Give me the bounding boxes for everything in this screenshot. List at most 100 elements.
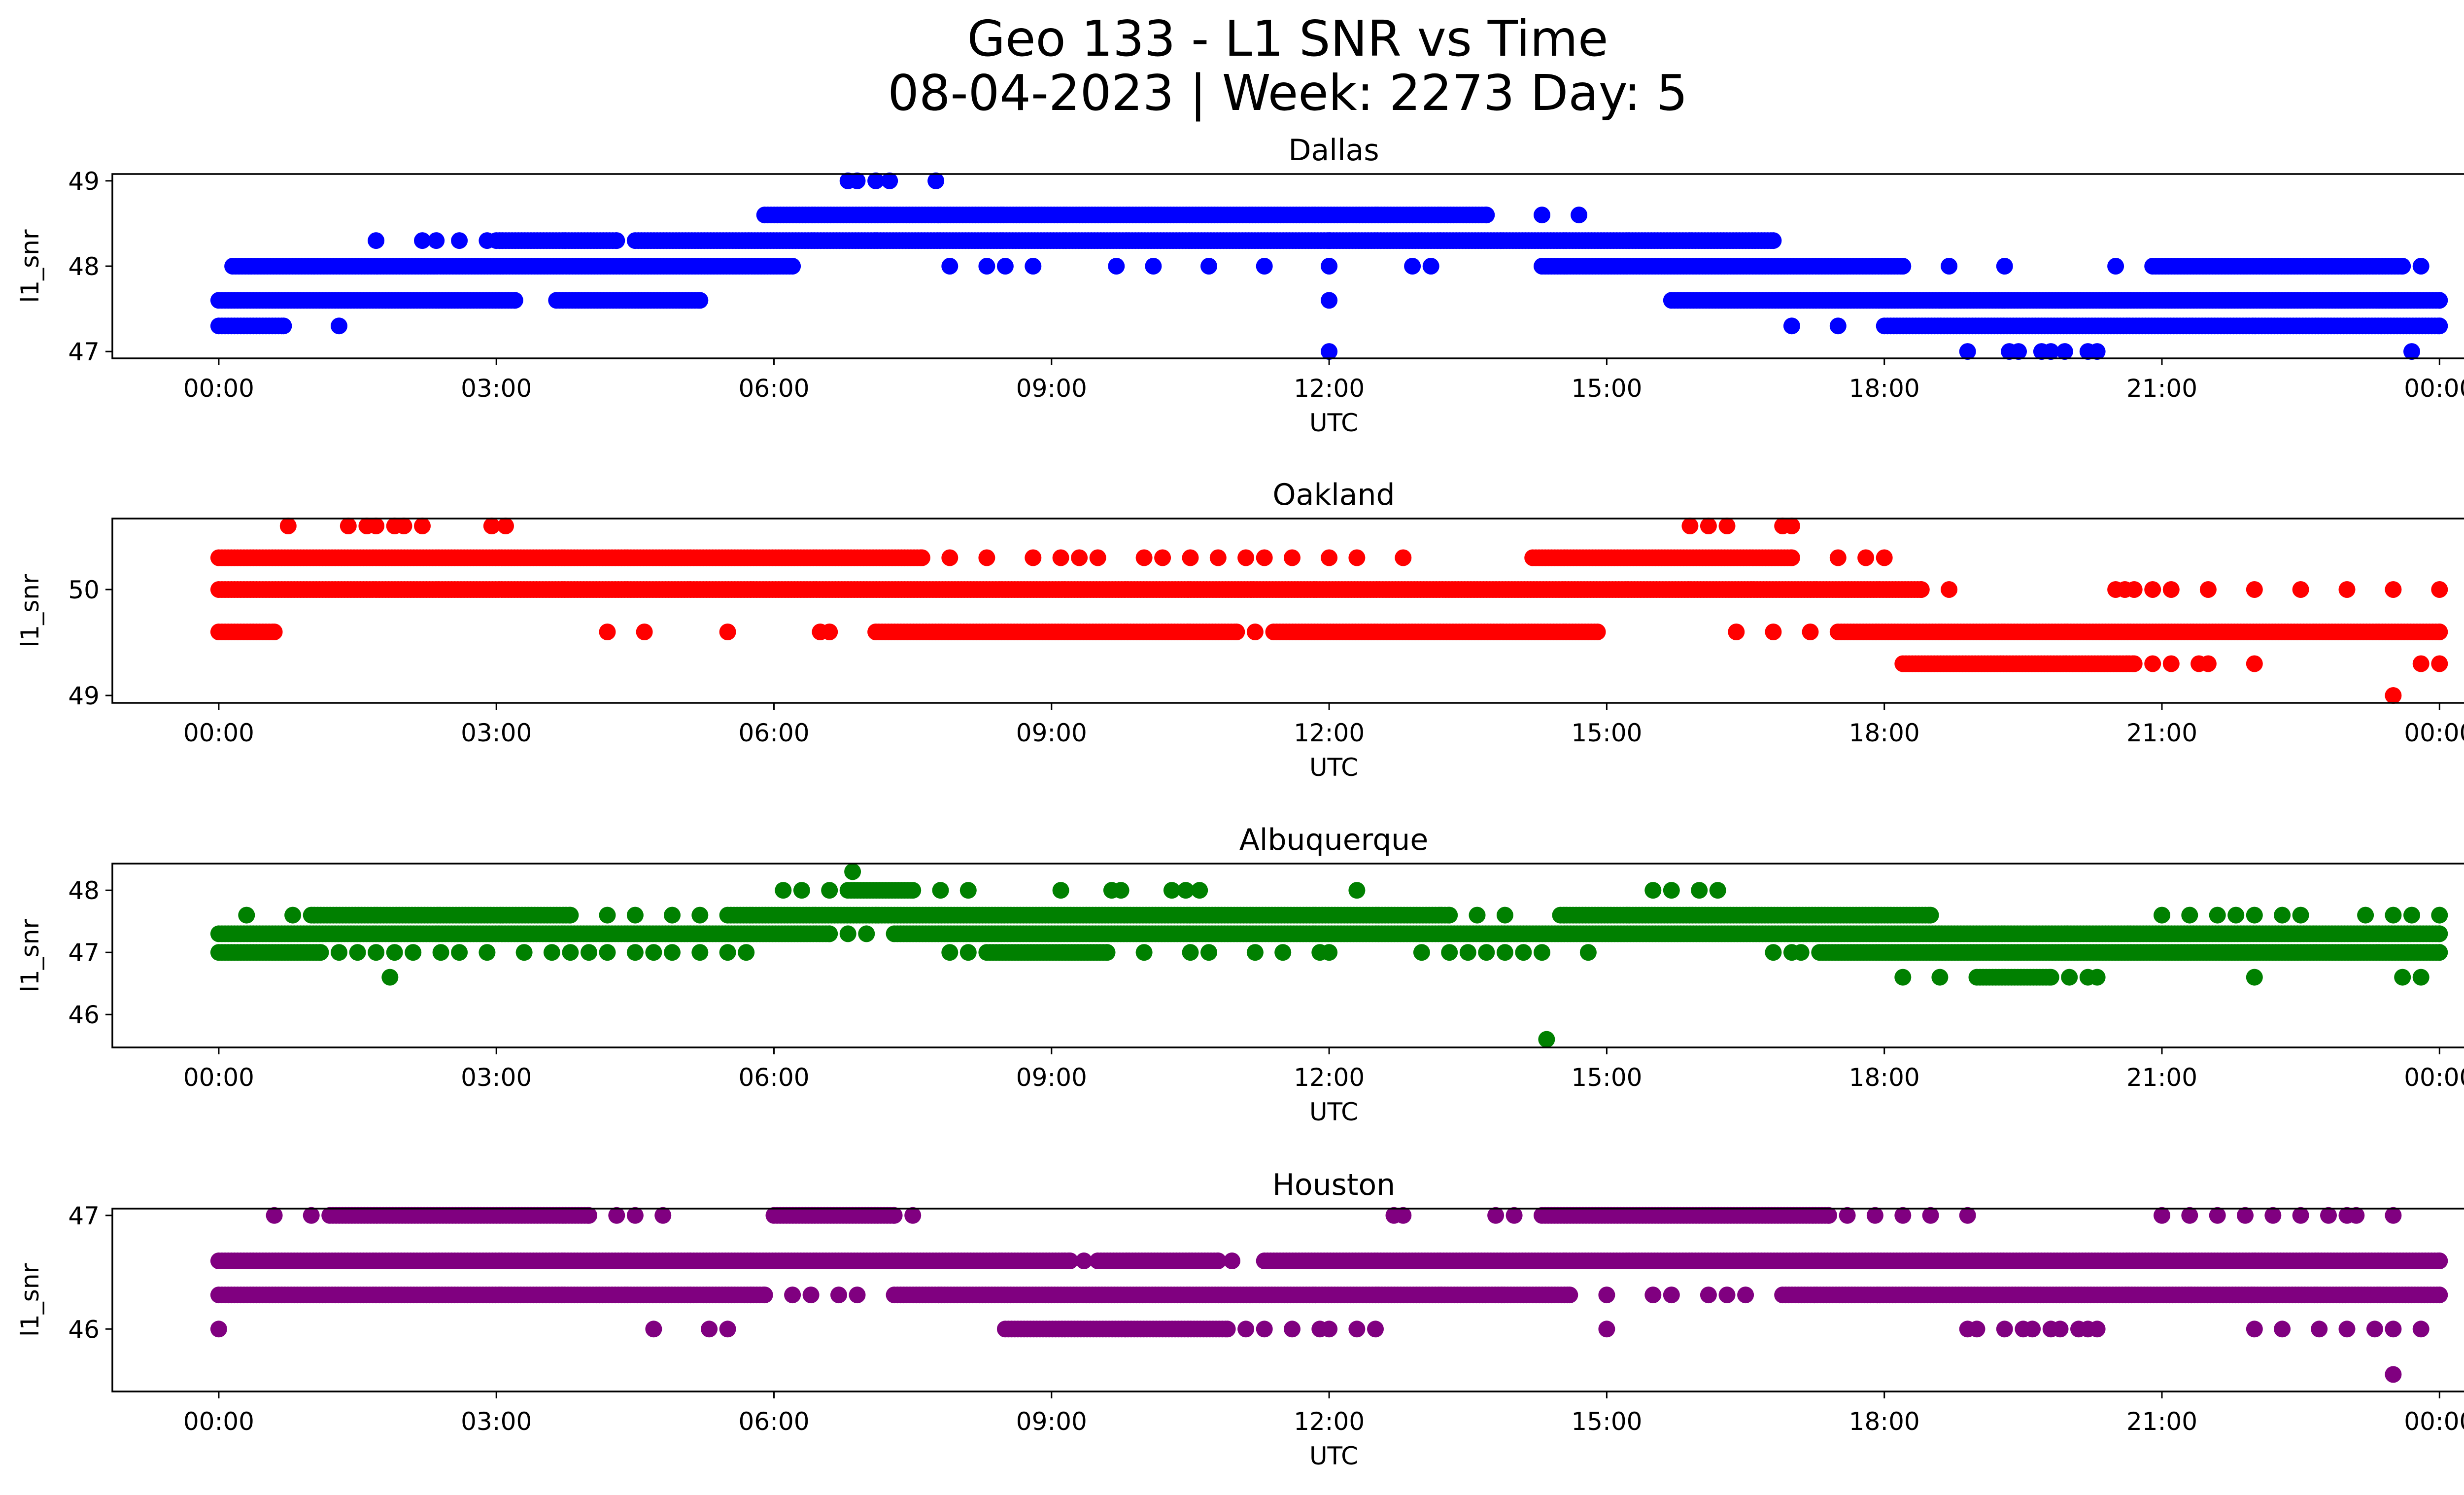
albuquerque-data-point	[1922, 906, 1939, 924]
oakland-data-point	[1284, 549, 1300, 566]
dallas-data-point	[1321, 292, 1338, 309]
dallas-data-point	[2431, 292, 2448, 309]
albuquerque-x-tick-label: 00:00	[183, 1063, 254, 1092]
albuquerque-data-point	[1765, 944, 1782, 961]
dallas-data-point	[849, 172, 866, 189]
albuquerque-x-tick-label: 06:00	[738, 1063, 809, 1092]
oakland-data-point	[1728, 624, 1745, 640]
albuquerque-x-tick-label: 00:00	[2404, 1063, 2464, 1092]
albuquerque-data-point	[858, 925, 875, 942]
dallas-x-tick-label: 12:00	[1294, 374, 1365, 403]
dallas-data-point	[1894, 258, 1912, 275]
albuquerque-data-point	[626, 906, 644, 924]
houston-data-point	[1237, 1321, 1255, 1338]
oakland-data-point	[2125, 655, 2143, 672]
oakland-y-tick-label: 49	[68, 682, 100, 710]
albuquerque-data-point	[1413, 944, 1430, 961]
albuquerque-data-point	[2209, 906, 2226, 924]
dallas-data-point	[331, 317, 347, 335]
dallas-data-point	[275, 317, 292, 335]
oakland-data-point	[821, 624, 838, 640]
dallas-data-point	[1404, 258, 1421, 275]
albuquerque-data-point	[691, 906, 709, 924]
oakland-x-tick-label: 03:00	[461, 719, 532, 747]
albuquerque-x-tick-label: 12:00	[1294, 1063, 1365, 1092]
albuquerque-data-point	[2246, 906, 2263, 924]
oakland-x-axis: 00:00 03:00 06:00 09:00 12:00 15:00 18:00 21:00…	[183, 703, 2464, 747]
dallas-data-point	[2107, 258, 2124, 275]
oakland-y-label: l1_snr	[16, 574, 44, 647]
oakland-axes-frame	[111, 518, 2464, 704]
dallas-data-point	[927, 172, 945, 189]
albuquerque-data-point	[432, 944, 449, 961]
oakland-data-point	[1681, 518, 1699, 534]
dallas-y-tick-label: 49	[68, 167, 100, 196]
albuquerque-data-point	[691, 944, 709, 961]
albuquerque-data-point	[2394, 969, 2411, 986]
albuquerque-data-point	[1894, 969, 1912, 986]
dallas-data-point	[867, 172, 885, 189]
albuquerque-data-point	[479, 944, 496, 961]
albuquerque-y-tick-label: 48	[68, 876, 100, 905]
albuquerque-data-point	[1052, 882, 1069, 899]
oakland-data-point	[1802, 624, 1819, 640]
albuquerque-data-point	[2403, 906, 2420, 924]
albuquerque-data-point	[1691, 882, 1708, 899]
dallas-panel: 00:00 03:00 06:00 09:00 12:00 15:00 18:00 21:00…	[16, 133, 2464, 437]
oakland-data-point	[1246, 624, 1264, 640]
oakland-data-point	[1154, 549, 1171, 566]
albuquerque-data-point	[2431, 944, 2448, 961]
houston-data-point	[1256, 1321, 1273, 1338]
albuquerque-title: Albuquerque	[1239, 823, 1429, 857]
dallas-data-point	[1145, 258, 1162, 275]
albuquerque-data-point	[775, 882, 792, 899]
dallas-data-point	[1321, 258, 1338, 275]
oakland-title: Oakland	[1272, 478, 1395, 512]
houston-data-point	[1968, 1321, 1985, 1338]
albuquerque-data-point	[2274, 906, 2291, 924]
albuquerque-series	[210, 863, 2448, 1048]
oakland-y-axis: 49 50	[68, 576, 112, 710]
oakland-y-tick-label: 50	[68, 576, 100, 604]
houston-data-point	[1219, 1321, 1236, 1338]
albuquerque-data-point	[664, 906, 681, 924]
dallas-data-point	[1571, 207, 1588, 224]
albuquerque-data-point	[932, 882, 949, 899]
oakland-x-label: UTC	[1309, 753, 1358, 782]
oakland-data-point	[599, 624, 616, 640]
oakland-data-point	[1228, 624, 1245, 640]
albuquerque-data-point	[1200, 944, 1217, 961]
oakland-x-tick-label: 06:00	[738, 719, 809, 747]
oakland-data-point	[978, 549, 995, 566]
albuquerque-data-point	[1709, 882, 1726, 899]
albuquerque-data-point	[331, 944, 347, 961]
albuquerque-data-point	[381, 969, 399, 986]
albuquerque-data-point	[738, 944, 755, 961]
houston-panel: 00:00 03:00 06:00 09:00 12:00 15:00 18:00 21:00…	[16, 1168, 2464, 1470]
oakland-data-point	[497, 518, 514, 534]
dallas-x-tick-label: 09:00	[1016, 374, 1087, 403]
albuquerque-data-point	[562, 944, 579, 961]
dallas-y-label: l1_snr	[16, 229, 44, 303]
houston-data-point	[719, 1321, 736, 1338]
albuquerque-data-point	[821, 882, 838, 899]
oakland-data-point	[2246, 655, 2263, 672]
oakland-x-tick-label: 12:00	[1294, 719, 1365, 747]
albuquerque-data-point	[793, 882, 810, 899]
albuquerque-data-point	[515, 944, 533, 961]
albuquerque-data-point	[1663, 882, 1680, 899]
oakland-data-point	[2412, 655, 2430, 672]
oakland-data-point	[1256, 549, 1273, 566]
albuquerque-data-point	[1182, 944, 1199, 961]
oakland-data-point	[1718, 518, 1736, 534]
oakland-data-point	[1071, 549, 1088, 566]
dallas-y-tick-label: 48	[68, 252, 100, 281]
oakland-data-point	[2385, 687, 2402, 704]
houston-data-point	[2412, 1321, 2430, 1338]
dallas-data-point	[784, 258, 801, 275]
albuquerque-data-point	[2042, 969, 2059, 986]
houston-data-point	[210, 1321, 227, 1338]
oakland-data-point	[1876, 549, 1893, 566]
albuquerque-data-point	[941, 944, 958, 961]
